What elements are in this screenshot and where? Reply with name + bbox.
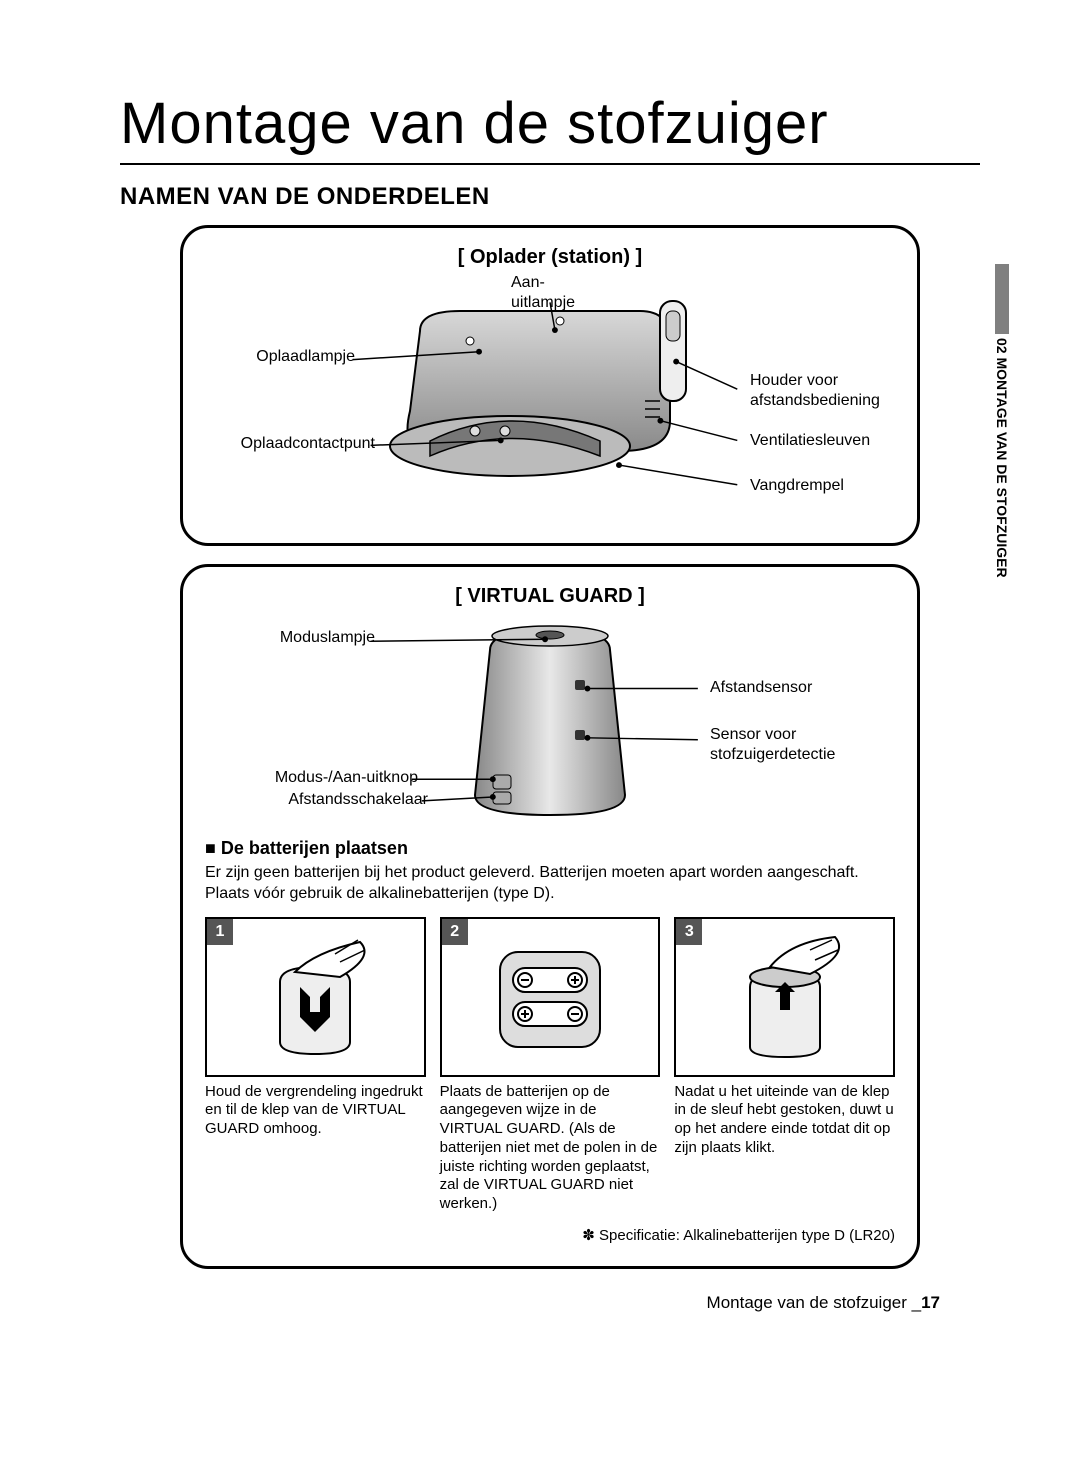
oplader-panel: [ Oplader (station) ]: [180, 225, 920, 546]
label-afstandsensor: Afstandsensor: [710, 678, 812, 698]
label-aan-uitlampje: Aan- uitlampje: [511, 273, 601, 313]
spec-note: ✽ Specificatie: Alkalinebatterijen type …: [205, 1226, 895, 1244]
label-vangdrempel: Vangdrempel: [750, 476, 844, 496]
label-sensor-stofzuiger: Sensor voor stofzuigerdetectie: [710, 725, 835, 765]
virtual-guard-panel: [ VIRTUAL GUARD ] Moduslampje Modus-/Aa: [180, 564, 920, 1269]
step-1-illustration: [240, 932, 390, 1062]
step-2-num: 2: [442, 919, 468, 945]
label-houder: Houder voor afstandsbediening: [750, 371, 920, 411]
oplader-title: [ Oplader (station) ]: [205, 246, 895, 269]
section-heading: NAMEN VAN DE ONDERDELEN: [120, 183, 980, 211]
footer-pagenum: 17: [921, 1293, 940, 1312]
step-2: 2: [440, 917, 661, 1077]
battery-captions: Houd de vergrendeling ingedrukt en til d…: [205, 1083, 895, 1214]
step-3-illustration: [710, 932, 860, 1062]
footer-text: Montage van de stofzuiger _: [707, 1293, 922, 1312]
caption-1: Houd de vergrendeling ingedrukt en til d…: [205, 1083, 426, 1214]
page-title: Montage van de stofzuiger: [120, 90, 980, 165]
label-moduslampje: Moduslampje: [235, 628, 375, 648]
side-tab-bar: [995, 264, 1009, 334]
battery-heading: De batterijen plaatsen: [205, 838, 895, 859]
label-oplaadcontactpunt: Oplaadcontactpunt: [195, 434, 375, 454]
caption-2: Plaats de batterijen op de aangegeven wi…: [440, 1083, 661, 1214]
label-afstandsschakelaar: Afstandsschakelaar: [213, 790, 428, 810]
virtual-guard-diagram: Moduslampje Modus-/Aan-uitknop Afstandss…: [205, 620, 895, 830]
label-oplaadlampje: Oplaadlampje: [195, 347, 355, 367]
page-footer: Montage van de stofzuiger _17: [120, 1293, 980, 1313]
step-2-illustration: [475, 932, 625, 1062]
side-tab-label: 02 MONTAGE VAN DE STOFZUIGER: [993, 338, 1010, 578]
chapter-side-tab: 02 MONTAGE VAN DE STOFZUIGER: [993, 264, 1010, 578]
step-3-num: 3: [676, 919, 702, 945]
battery-body: Er zijn geen batterijen bij het product …: [205, 863, 895, 905]
step-3: 3: [674, 917, 895, 1077]
step-1: 1: [205, 917, 426, 1077]
oplader-diagram: Oplaadlampje Oplaadcontactpunt Aan- uitl…: [205, 281, 895, 521]
label-modus-aan-uitknop: Modus-/Aan-uitknop: [213, 768, 418, 788]
virtual-guard-title: [ VIRTUAL GUARD ]: [205, 585, 895, 608]
label-ventilatiesleuven: Ventilatiesleuven: [750, 431, 870, 451]
battery-steps: 1 2 3: [205, 917, 895, 1077]
caption-3: Nadat u het uiteinde van de klep in de s…: [674, 1083, 895, 1214]
step-1-num: 1: [207, 919, 233, 945]
